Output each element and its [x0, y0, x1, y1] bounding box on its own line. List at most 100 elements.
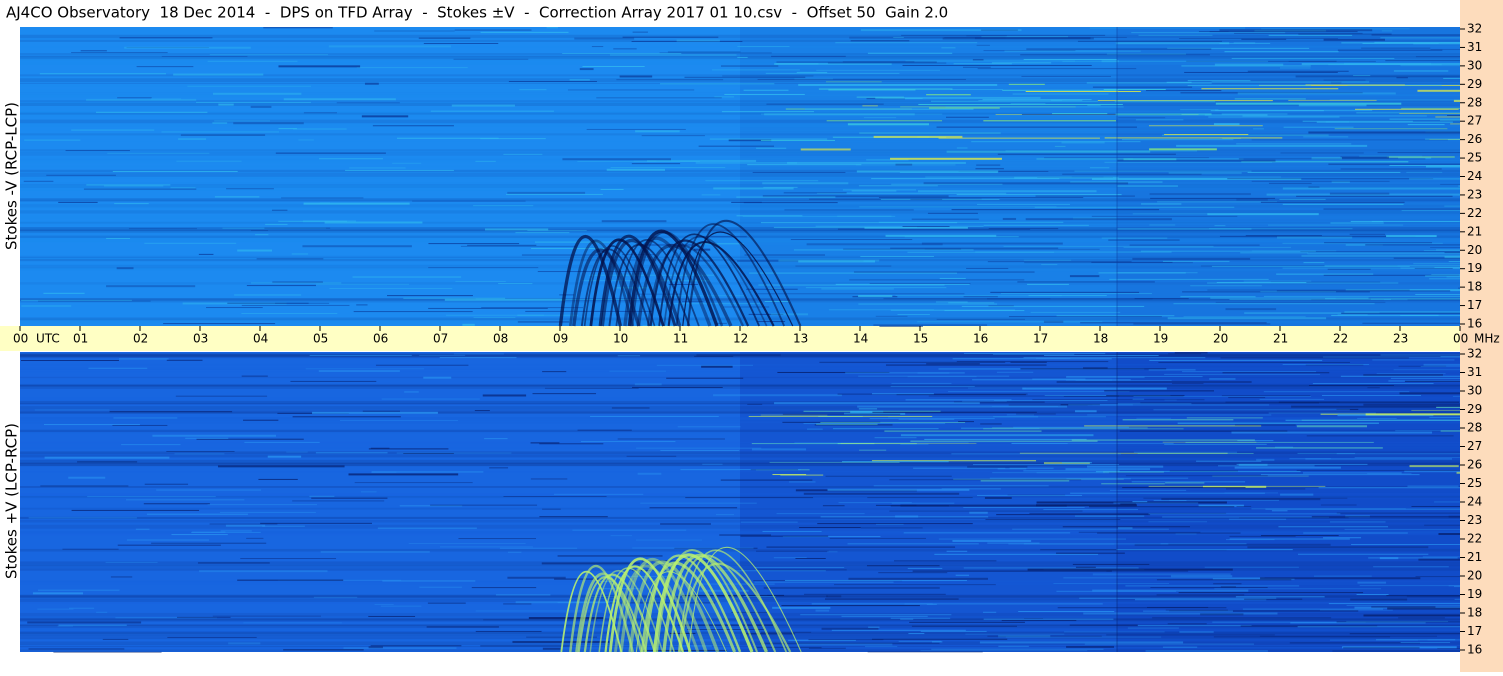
streak	[1016, 413, 1056, 415]
streak	[1345, 289, 1460, 292]
streak	[444, 298, 566, 301]
streak	[1323, 38, 1386, 41]
streak	[1053, 583, 1170, 585]
streak	[945, 116, 989, 118]
frequency-tick-label: 17	[1467, 298, 1482, 312]
streak	[1070, 181, 1163, 183]
noise-band	[20, 617, 1460, 621]
streak	[86, 98, 197, 101]
streak	[21, 299, 132, 301]
streak	[553, 493, 644, 495]
streak	[921, 242, 1063, 245]
streak	[430, 504, 538, 506]
streak	[1303, 532, 1408, 534]
streak	[1456, 471, 1460, 474]
streak	[1336, 512, 1460, 514]
noise-band	[20, 462, 1460, 467]
streak	[880, 198, 1000, 200]
streak	[814, 424, 893, 426]
streak	[1207, 282, 1399, 284]
streak	[804, 593, 946, 595]
streak	[1225, 308, 1277, 311]
streak	[368, 646, 383, 649]
streak	[302, 220, 357, 223]
streak	[226, 188, 274, 190]
streak	[1186, 417, 1263, 419]
streak	[1400, 641, 1451, 643]
streak	[838, 502, 912, 504]
streak	[352, 276, 462, 279]
streak	[125, 499, 245, 501]
time-tick-label: 13	[793, 332, 808, 346]
streak	[542, 647, 561, 650]
noise-band	[20, 453, 1460, 458]
burst-arc	[623, 236, 712, 327]
streak	[1236, 506, 1252, 508]
streak	[102, 638, 129, 640]
streak	[197, 562, 270, 564]
streak	[539, 516, 608, 518]
streak	[1349, 633, 1460, 635]
streak	[816, 192, 1007, 194]
streak	[1120, 503, 1137, 505]
streak	[418, 37, 471, 39]
streak	[641, 135, 705, 137]
noise-band	[20, 420, 1460, 424]
noise-band	[20, 367, 1460, 370]
streak	[396, 452, 512, 454]
streak	[408, 543, 526, 545]
streak	[588, 274, 715, 276]
noise-band	[20, 629, 1460, 634]
streak	[1278, 401, 1460, 403]
streak	[532, 393, 597, 395]
streak	[840, 442, 977, 444]
streak	[1296, 195, 1453, 197]
streak	[237, 249, 273, 252]
streak	[290, 380, 377, 382]
frequency-tick-label: 16	[1467, 643, 1482, 657]
streak	[1443, 77, 1460, 79]
noise-band	[20, 561, 1460, 565]
streak	[1215, 102, 1402, 105]
streak	[936, 126, 1137, 128]
streak	[1417, 89, 1460, 92]
streak	[694, 243, 744, 245]
streak	[1436, 249, 1460, 251]
streak	[480, 138, 546, 140]
noise-band	[20, 637, 1460, 640]
streak	[1237, 92, 1396, 95]
streak	[151, 542, 267, 544]
noise-band	[20, 451, 1460, 454]
streak	[614, 287, 648, 289]
streak	[978, 100, 1063, 102]
streak	[1268, 182, 1312, 184]
streak	[1084, 425, 1262, 427]
streak	[1128, 158, 1244, 160]
streak	[941, 47, 956, 49]
streak	[776, 513, 865, 515]
streak	[731, 201, 762, 203]
streak	[941, 488, 1001, 490]
streak	[1063, 577, 1265, 579]
streak	[1056, 315, 1175, 317]
streak	[1398, 365, 1447, 367]
streak	[1362, 322, 1460, 324]
streak	[542, 371, 567, 373]
streak	[475, 610, 602, 612]
noise-band	[20, 78, 1460, 82]
streak	[46, 174, 116, 176]
streak	[40, 485, 129, 487]
streak	[636, 293, 681, 295]
streak	[1017, 281, 1155, 283]
noise-band	[20, 100, 1460, 103]
streak	[754, 581, 894, 583]
streak	[1169, 610, 1359, 612]
streak	[1344, 311, 1460, 313]
streak	[1288, 60, 1376, 62]
streak	[1393, 369, 1460, 371]
streak	[1308, 131, 1460, 134]
streak	[191, 531, 261, 533]
streak	[1023, 58, 1117, 60]
streak	[1425, 138, 1460, 140]
